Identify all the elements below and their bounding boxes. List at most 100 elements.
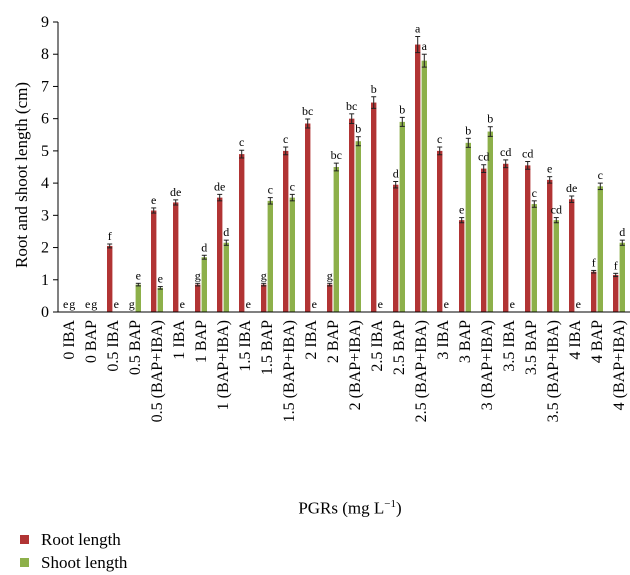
root-length-bar <box>547 179 553 312</box>
significance-letter: c <box>283 132 288 146</box>
significance-letter: b <box>399 102 405 116</box>
significance-letter: g <box>327 268 333 282</box>
x-tick-label: 0.5 (BAP+IBA) <box>149 320 166 422</box>
significance-letter: e <box>246 297 251 311</box>
y-tick-label: 4 <box>41 175 49 192</box>
root-length-bar <box>371 102 377 312</box>
significance-letter: de <box>214 179 225 193</box>
x-tick-label: 3.5 IBA <box>501 320 518 372</box>
x-tick-label: 3 (BAP+IBA) <box>479 320 496 410</box>
root-length-bar <box>327 284 333 312</box>
significance-letter: c <box>290 179 295 193</box>
significance-letter: e <box>378 297 383 311</box>
significance-letter: g <box>69 297 75 311</box>
y-tick-label: 3 <box>41 207 49 224</box>
x-tick-label: 3.5 BAP <box>523 320 540 375</box>
y-tick-label: 2 <box>41 240 49 257</box>
significance-letter: f <box>592 255 596 269</box>
significance-letter: e <box>63 297 68 311</box>
significance-letter: f <box>614 258 618 272</box>
x-tick-label: 3.5 (BAP+IBA) <box>545 320 562 422</box>
root-length-bar <box>151 210 157 312</box>
root-length-bar <box>261 284 267 312</box>
x-axis-label-exponent: −1 <box>384 498 396 510</box>
significance-letter: e <box>510 297 515 311</box>
x-axis-label: PGRs (mg L−1) <box>250 498 450 519</box>
shoot-length-bar <box>531 204 537 312</box>
shoot-length-bar <box>465 142 471 312</box>
significance-letter: c <box>437 132 442 146</box>
root-length-bar <box>481 168 487 312</box>
x-tick-label: 1.5 (BAP+IBA) <box>281 320 298 422</box>
root-length-bar <box>503 163 509 312</box>
root-length-bar <box>437 150 443 312</box>
root-length-bar <box>415 44 421 313</box>
root-length-bar <box>283 150 289 312</box>
x-tick-label: 4 IBA <box>567 320 584 360</box>
error-bars-layer <box>107 36 625 290</box>
significance-letter: g <box>129 297 135 311</box>
x-tick-label: 2.5 IBA <box>369 320 386 372</box>
legend-label-root: Root length <box>41 529 121 549</box>
x-tick-label: 3 BAP <box>457 320 474 363</box>
shoot-length-bar <box>553 220 559 312</box>
y-axis-ticks: 0 1 2 3 4 5 6 7 8 9 <box>41 14 58 321</box>
root-length-bar <box>305 123 311 312</box>
y-tick-label: 5 <box>41 143 49 160</box>
y-tick-label: 9 <box>41 14 49 31</box>
shoot-length-bar <box>399 121 405 312</box>
significance-letter: c <box>268 183 273 197</box>
significance-letter: a <box>415 22 421 36</box>
significance-letter: bc <box>302 104 313 118</box>
significance-letter: bc <box>346 99 357 113</box>
significance-letter: de <box>566 181 577 195</box>
shoot-length-bar <box>267 200 273 312</box>
shoot-length-bar <box>487 131 493 312</box>
root-length-bar <box>393 184 399 312</box>
x-tick-label: 4 BAP <box>589 320 606 363</box>
shoot-length-bar <box>421 60 427 312</box>
significance-letter: e <box>85 297 90 311</box>
significance-letter: cd <box>551 203 562 217</box>
significance-letter: cd <box>500 145 511 159</box>
shoot-length-bar <box>201 257 207 312</box>
significance-letter: d <box>393 167 399 181</box>
x-axis-label-text: PGRs (mg L <box>298 498 385 518</box>
shoot-length-bar <box>619 242 625 312</box>
significance-letter: b <box>487 112 493 126</box>
x-tick-label: 1 (BAP+IBA) <box>215 320 232 410</box>
legend: Root length Shoot length <box>20 528 127 574</box>
legend-item-root: Root length <box>20 528 127 551</box>
legend-swatch-root <box>20 535 29 544</box>
x-tick-label: 1.5 BAP <box>259 320 276 375</box>
x-tick-label: 4 (BAP+IBA) <box>611 320 628 410</box>
root-length-bar <box>349 118 355 313</box>
x-tick-label: 0 IBA <box>61 320 78 360</box>
y-axis-label: Root and shoot length (cm) <box>12 82 31 268</box>
significance-letter: g <box>261 268 267 282</box>
significance-letter: e <box>158 272 163 286</box>
significance-letter: e <box>576 297 581 311</box>
root-length-bar <box>569 199 575 312</box>
shoot-length-bar <box>333 167 339 312</box>
shoot-length-bar <box>597 186 603 312</box>
x-tick-label: 3 IBA <box>435 320 452 360</box>
significance-letter: g <box>195 268 201 282</box>
significance-letter: d <box>201 240 207 254</box>
x-tick-label: 0.5 IBA <box>105 320 122 372</box>
root-length-bar <box>525 165 531 312</box>
root-length-bar <box>217 197 223 312</box>
y-tick-label: 6 <box>41 111 49 128</box>
significance-letter: bc <box>331 148 342 162</box>
shoot-length-bar <box>289 197 295 312</box>
x-tick-label: 2.5 BAP <box>391 320 408 375</box>
significance-letter: g <box>91 297 97 311</box>
significance-letter: b <box>371 82 377 96</box>
shoot-length-bar <box>355 141 361 312</box>
x-tick-label: 0 BAP <box>83 320 100 363</box>
significance-letter: c <box>532 186 537 200</box>
significance-letter: e <box>312 297 317 311</box>
root-length-bar <box>591 271 597 312</box>
significance-letter: c <box>598 168 603 182</box>
significance-letter: cd <box>522 147 533 161</box>
